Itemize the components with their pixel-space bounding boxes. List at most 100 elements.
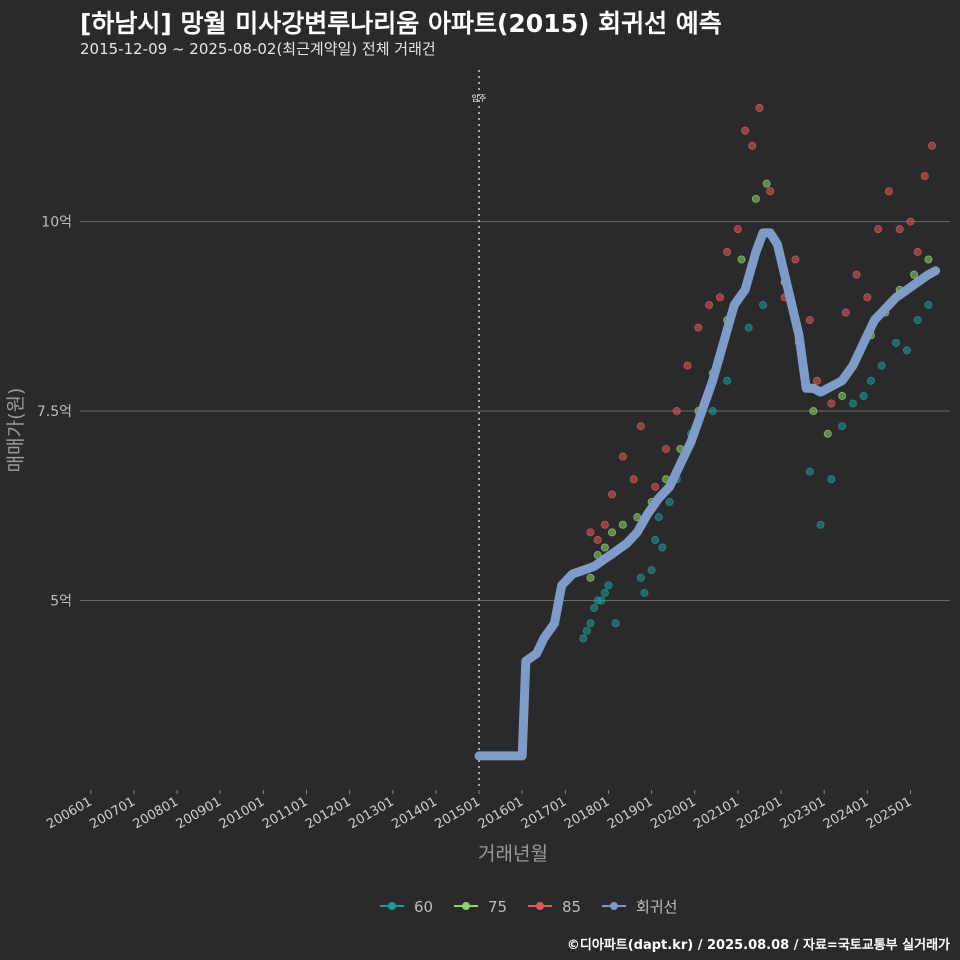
data-point-75	[910, 270, 919, 279]
data-point-85	[651, 482, 660, 491]
data-point-60	[579, 634, 588, 643]
data-point-60	[723, 376, 732, 385]
data-point-85	[586, 528, 595, 537]
data-point-60	[866, 376, 875, 385]
data-point-60	[744, 323, 753, 332]
data-point-60	[651, 535, 660, 544]
data-point-85	[791, 255, 800, 264]
data-point-75	[838, 391, 847, 400]
x-tick-label: 200801	[131, 794, 181, 832]
data-point-60	[708, 407, 717, 416]
x-tick-label: 202001	[648, 794, 698, 832]
data-point-75	[924, 255, 933, 264]
x-tick-label: 200901	[174, 794, 224, 832]
data-point-60	[658, 543, 667, 552]
data-point-85	[920, 172, 929, 181]
data-point-85	[928, 141, 937, 150]
data-point-85	[733, 225, 742, 234]
legend-key-marker	[388, 902, 396, 910]
regression-line	[474, 228, 941, 761]
data-point-75	[608, 528, 617, 537]
y-tick-label: 10억	[41, 215, 72, 231]
data-point-85	[661, 444, 670, 453]
legend-key-marker	[536, 902, 544, 910]
y-axis-title: 매매가(원)	[5, 388, 27, 473]
data-point-85	[683, 361, 692, 370]
data-point-85	[694, 323, 703, 332]
data-point-85	[741, 126, 750, 135]
x-tick-label: 202501	[864, 794, 914, 832]
data-point-85	[636, 422, 645, 431]
data-point-85	[715, 293, 724, 302]
data-point-60	[600, 588, 609, 597]
data-point-60	[590, 604, 599, 613]
data-point-60	[665, 497, 674, 506]
data-point-60	[892, 338, 901, 347]
x-tick-label: 201701	[519, 794, 569, 832]
data-point-75	[586, 573, 595, 582]
data-point-75	[823, 429, 832, 438]
x-tick-label: 201301	[346, 794, 396, 832]
x-axis-title: 거래년월	[478, 843, 548, 865]
data-point-85	[705, 300, 714, 309]
data-point-75	[737, 255, 746, 264]
legend-key-marker	[610, 902, 618, 910]
data-point-85	[618, 452, 627, 461]
annotation-label: 입주	[472, 94, 487, 103]
data-point-60	[611, 619, 620, 628]
x-tick-label: 202201	[735, 794, 785, 832]
data-point-60	[827, 475, 836, 484]
legend-label: 회귀선	[636, 898, 677, 916]
data-point-60	[924, 300, 933, 309]
data-point-60	[604, 581, 613, 590]
data-point-85	[629, 475, 638, 484]
data-point-60	[597, 596, 606, 605]
x-tick-label: 202401	[821, 794, 871, 832]
data-point-60	[759, 300, 768, 309]
x-tick-label: 200601	[44, 794, 94, 832]
x-tick-label: 200701	[87, 794, 137, 832]
data-point-60	[859, 391, 868, 400]
data-point-60	[838, 422, 847, 431]
data-point-85	[755, 103, 764, 112]
data-point-85	[723, 247, 732, 256]
chart-title: [하남시] 망월 미사강변루나리움 아파트(2015) 회귀선 예측	[80, 9, 722, 38]
data-point-85	[841, 308, 850, 317]
data-point-85	[874, 225, 883, 234]
x-tick-label: 201601	[476, 794, 526, 832]
chart-subtitle: 2015-12-09 ~ 2025-08-02(최근계약일) 전체 거래건	[80, 40, 436, 58]
legend-key-marker	[462, 902, 470, 910]
data-point-85	[805, 316, 814, 325]
data-point-75	[618, 520, 627, 529]
data-point-60	[640, 588, 649, 597]
source-credit: ©디아파트(dapt.kr) / 2025.08.08 / 자료=국토교통부 실…	[566, 938, 950, 953]
data-point-60	[647, 566, 656, 575]
x-tick-label: 202101	[691, 794, 741, 832]
data-point-85	[827, 399, 836, 408]
data-point-60	[877, 361, 886, 370]
legend-label: 75	[488, 898, 507, 916]
data-point-60	[586, 619, 595, 628]
data-point-85	[766, 187, 775, 196]
data-point-85	[913, 247, 922, 256]
x-tick-label: 201401	[389, 794, 439, 832]
data-point-85	[748, 141, 757, 150]
data-point-85	[600, 520, 609, 529]
x-tick-label: 201201	[303, 794, 353, 832]
data-point-85	[672, 407, 681, 416]
data-point-60	[654, 513, 663, 522]
data-point-85	[812, 376, 821, 385]
data-point-85	[895, 225, 904, 234]
data-point-85	[608, 490, 617, 499]
data-point-85	[884, 187, 893, 196]
data-point-75	[600, 543, 609, 552]
x-tick-label: 202301	[778, 794, 828, 832]
x-tick-label: 201901	[605, 794, 655, 832]
data-point-85	[852, 270, 861, 279]
data-point-60	[913, 316, 922, 325]
data-point-60	[816, 520, 825, 529]
data-point-60	[902, 346, 911, 355]
data-point-75	[809, 407, 818, 416]
y-tick-label: 5억	[50, 594, 72, 610]
